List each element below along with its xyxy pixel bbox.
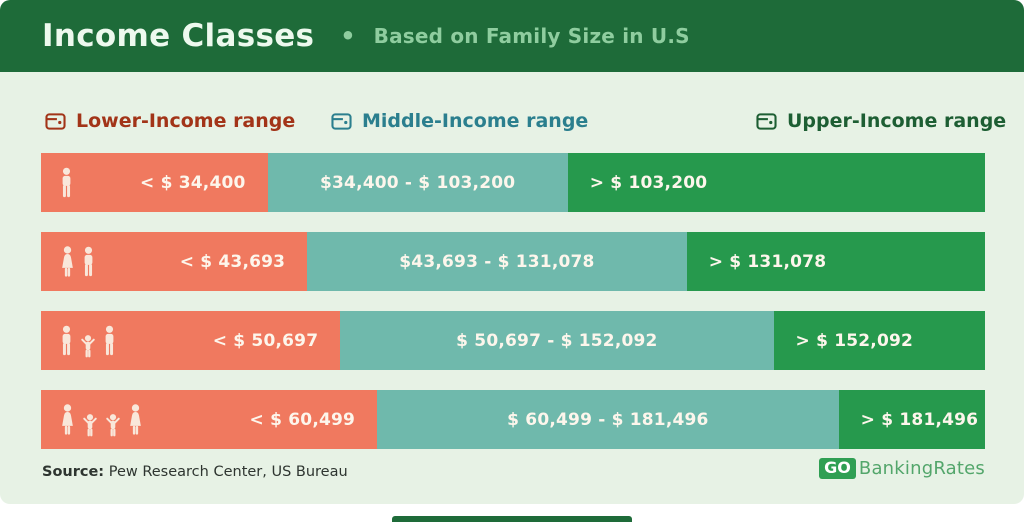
adult-person-icon [84, 246, 93, 276]
woman-person-icon [62, 245, 73, 277]
family-row-size-1: < $ 34,400 $34,400 - $ 103,200 > $ 103,200 [41, 153, 985, 212]
middle-income-label: $ 60,499 - $ 181,496 [507, 409, 709, 430]
source-label: Source: [42, 464, 105, 480]
wallet-icon [45, 112, 66, 130]
lower-income-label: < $ 50,697 [212, 330, 319, 351]
legend-label: Middle-Income range [362, 110, 589, 132]
child-person-icon [83, 413, 97, 436]
woman-person-icon [130, 403, 141, 435]
family-icons [58, 243, 97, 281]
source-text: Pew Research Center, US Bureau [104, 464, 348, 480]
middle-income-label: $ 50,697 - $ 152,092 [456, 330, 658, 351]
family-row-size-3: < $ 50,697 $ 50,697 - $ 152,092 > $ 152,09… [41, 311, 985, 370]
upper-income-label: > $ 181,496 [860, 409, 979, 430]
legend-lower-income: Lower-Income range [45, 110, 295, 132]
legend-label: Upper-Income range [787, 110, 1007, 132]
upper-income-bar: > $ 103,200 [567, 153, 985, 212]
adult-person-icon [62, 167, 71, 197]
lower-income-bar: < $ 50,697 [41, 311, 341, 370]
family-icons [58, 164, 75, 202]
upper-income-bar: > $ 152,092 [773, 311, 985, 370]
lower-income-label: < $ 43,693 [179, 251, 286, 272]
legend-label: Lower-Income range [76, 110, 296, 132]
upper-income-bar: > $ 181,496 [838, 390, 985, 449]
page-title: Income Classes [42, 18, 315, 54]
gobankingrates-logo: GO BankingRates [819, 458, 985, 479]
page-subtitle: Based on Family Size in U.S [373, 24, 690, 48]
wallet-icon [331, 112, 352, 130]
middle-income-label: $34,400 - $ 103,200 [319, 172, 516, 193]
upper-income-label: > $ 131,078 [708, 251, 827, 272]
family-icons [58, 401, 145, 439]
cropped-next-section-strip [392, 516, 632, 522]
child-person-icon [106, 413, 120, 436]
family-icons [58, 322, 118, 360]
adult-person-icon [105, 325, 114, 355]
legend-middle-income: Middle-Income range [331, 110, 588, 132]
header-banner: Income Classes • Based on Family Size in… [0, 0, 1024, 72]
legend-upper-income: Upper-Income range [756, 110, 1006, 132]
upper-income-bar: > $ 131,078 [686, 232, 985, 291]
middle-income-label: $43,693 - $ 131,078 [399, 251, 595, 272]
chart-rows: < $ 34,400 $34,400 - $ 103,200 > $ 103,200… [41, 153, 985, 469]
upper-income-label: > $ 103,200 [589, 172, 708, 193]
logo-go-badge: GO [819, 458, 856, 479]
upper-income-label: > $ 152,092 [795, 330, 914, 351]
middle-income-bar: $ 50,697 - $ 152,092 [340, 311, 774, 370]
middle-income-bar: $43,693 - $ 131,078 [307, 232, 687, 291]
chart-card: Lower-Income range Middle-Income range U… [0, 72, 1024, 504]
child-person-icon [81, 334, 95, 357]
family-row-size-4: < $ 60,499 $ 60,499 - $ 181,496 > $ 181,49… [41, 390, 985, 449]
lower-income-bar: < $ 60,499 [41, 390, 378, 449]
lower-income-bar: < $ 34,400 [41, 153, 268, 212]
lower-income-label: < $ 34,400 [140, 172, 246, 193]
middle-income-bar: $ 60,499 - $ 181,496 [377, 390, 839, 449]
source-note: Source: Pew Research Center, US Bureau [42, 464, 348, 480]
family-row-size-2: < $ 43,693 $43,693 - $ 131,078 > $ 131,078 [41, 232, 985, 291]
wallet-icon [756, 112, 777, 130]
woman-person-icon [62, 403, 73, 435]
middle-income-bar: $34,400 - $ 103,200 [267, 153, 568, 212]
logo-text: BankingRates [858, 458, 985, 479]
adult-person-icon [62, 325, 71, 355]
lower-income-label: < $ 60,499 [249, 409, 356, 430]
separator-dot-icon: • [340, 22, 356, 50]
